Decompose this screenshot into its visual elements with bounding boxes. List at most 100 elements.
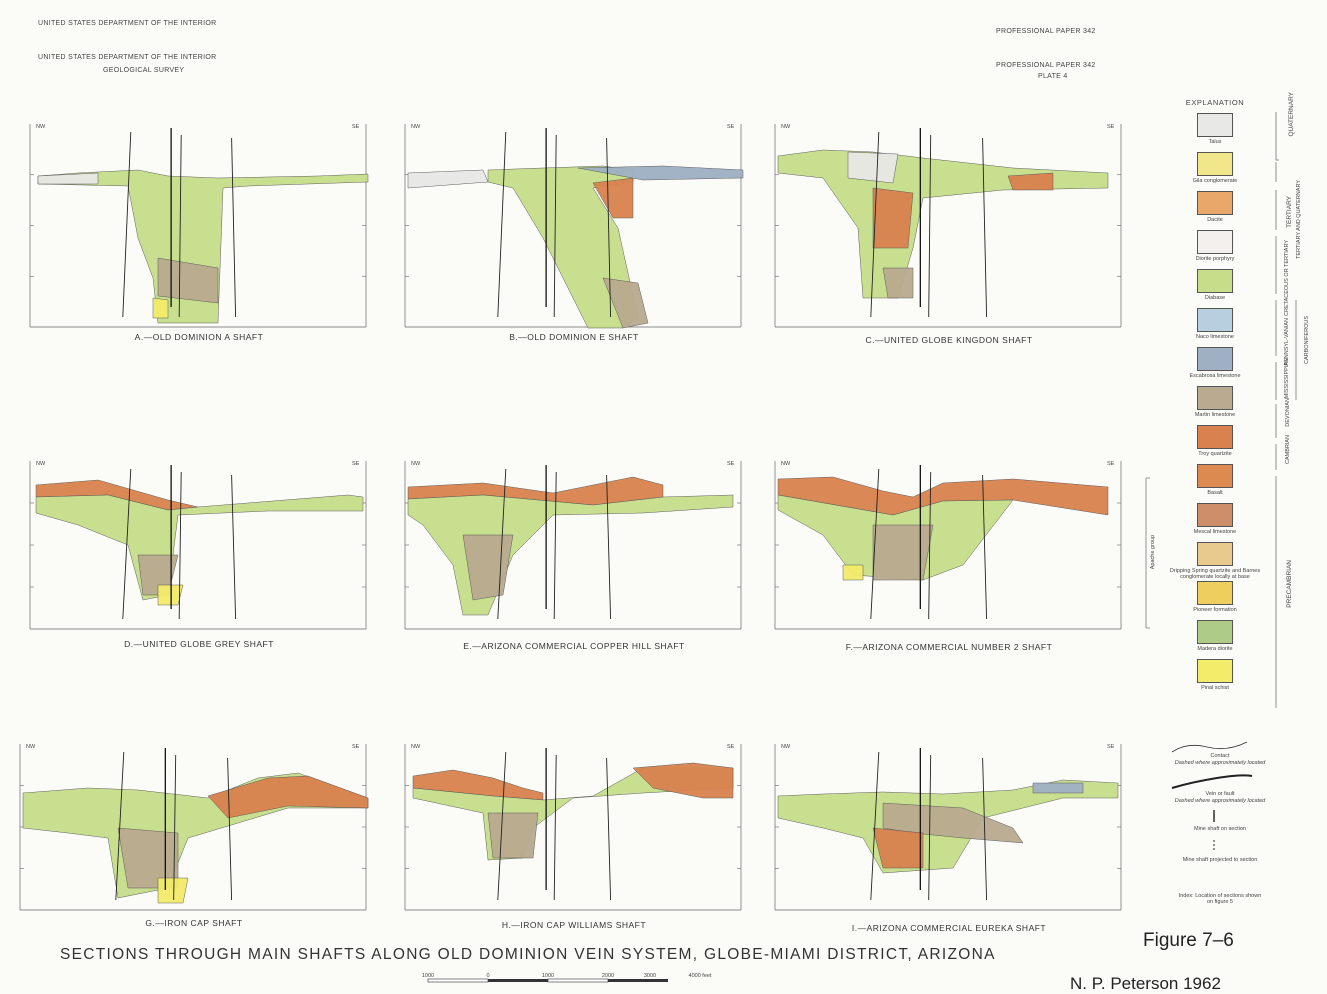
legend-label: Troy quartzite — [1198, 451, 1232, 457]
section-f-caption: F.—ARIZONA COMMERCIAL NUMBER 2 SHAFT — [845, 642, 1053, 652]
apache-group-label: Apache group — [1150, 535, 1156, 570]
legend-unit: Pinal schist — [1160, 659, 1270, 698]
header-paper-top: PROFESSIONAL PAPER 342 — [996, 28, 1096, 35]
legend-swatch — [1197, 425, 1233, 449]
legend-swatch — [1197, 308, 1233, 332]
section-c-drawing: NW SE — [774, 124, 1122, 328]
legend-unit: Gila conglomerate — [1160, 152, 1270, 191]
fault-line — [178, 471, 182, 620]
section-d: NW SE D.—UNITED GLOBE GREY SHAFT — [18, 455, 380, 655]
fault-line — [231, 474, 237, 620]
legend-unit: Basalt — [1160, 464, 1270, 503]
scale-tick-4: 3000 — [644, 973, 656, 979]
fault-line — [870, 751, 880, 901]
legend-label: Basalt — [1207, 490, 1223, 496]
nw-label: NW — [411, 744, 421, 750]
fault-line — [982, 137, 988, 318]
section-c: NW SE C.—UNITED GLOBE KINGDON SHAFT — [763, 118, 1135, 350]
legend-swatch — [1197, 113, 1233, 137]
rock-unit — [407, 169, 489, 189]
legend-unit: Mescal limestone — [1160, 503, 1270, 542]
fault-symbol — [1171, 774, 1253, 789]
rock-unit — [632, 762, 734, 799]
legend-unit: Diabase — [1160, 269, 1270, 308]
legend-swatch — [1197, 152, 1233, 176]
legend-swatch — [1197, 347, 1233, 371]
legend-unit: Martin limestone — [1160, 386, 1270, 425]
legend-contact-label: Contact — [1210, 753, 1230, 759]
author-credit: N. P. Peterson 1962 — [1070, 974, 1221, 993]
legend-swatch — [1197, 503, 1233, 527]
se-label: SE — [1107, 744, 1115, 750]
legend-swatch — [1197, 230, 1233, 254]
nw-label: NW — [781, 124, 791, 130]
section-e-drawing: NW SE — [404, 461, 742, 630]
nw-label: NW — [36, 124, 46, 130]
nw-label: NW — [411, 461, 421, 467]
legend-label: Dripping Spring quartzite and Barnes con… — [1169, 568, 1261, 580]
nw-label: NW — [36, 461, 46, 467]
nw-label: NW — [781, 744, 791, 750]
figure-number: Figure 7–6 — [1143, 930, 1234, 951]
legend-label: Talus — [1208, 139, 1222, 145]
legend-unit: Dacite — [1160, 191, 1270, 230]
legend-label: Diabase — [1204, 295, 1226, 301]
fault-line — [553, 134, 557, 318]
legend-label: Madera diorite — [1197, 646, 1233, 652]
legend-unit: Troy quartzite — [1160, 425, 1270, 464]
fault-line — [122, 131, 132, 318]
rock-unit — [847, 151, 899, 184]
legend-unit: Talus — [1160, 113, 1270, 152]
fault-line — [928, 471, 932, 620]
rock-unit — [1032, 782, 1084, 794]
fault-line — [606, 474, 612, 620]
age-mississippian: MISSISSIPPIAN — [1284, 358, 1290, 399]
fault-line — [982, 474, 988, 620]
se-label: SE — [352, 461, 360, 467]
section-b: NW SE B.—OLD DOMINION E SHAFT — [393, 118, 755, 348]
fault-line — [870, 468, 880, 620]
scale-tick-0: 1000 — [422, 973, 434, 979]
fault-line — [231, 137, 237, 318]
legend-label: Gila conglomerate — [1192, 178, 1238, 184]
legend-unit: Dripping Spring quartzite and Barnes con… — [1160, 542, 1270, 581]
legend-unit: Diorite porphyry — [1160, 230, 1270, 269]
legend-unit: Escabrosa limestone — [1160, 347, 1270, 386]
rock-unit — [462, 534, 514, 601]
rock-unit — [577, 165, 744, 181]
age-cretaceous: CRETACEOUS OR TERTIARY — [1284, 240, 1290, 316]
rock-unit — [37, 172, 99, 185]
section-a-drawing: NW SE — [29, 124, 369, 328]
rock-unit — [152, 297, 169, 319]
scale-bar: 1000 0 1000 2000 3000 4000 feet — [422, 973, 712, 983]
rock-unit — [882, 267, 914, 299]
legend-swatch — [1197, 269, 1233, 293]
scale-tick-3: 2000 — [602, 973, 614, 979]
explanation-title: EXPLANATION — [1185, 98, 1245, 107]
legend-swatch — [1197, 542, 1233, 566]
section-h: NW SE H.—IRON CAP WILLIAMS SHAFT — [393, 738, 755, 933]
section-d-caption: D.—UNITED GLOBE GREY SHAFT — [124, 639, 274, 649]
fault-line — [606, 757, 612, 901]
section-b-drawing: NW SE — [404, 124, 744, 329]
section-i: NW SE I.—ARIZONA COMMERCIAL EUREKA SHAFT — [763, 738, 1135, 936]
se-label: SE — [1107, 461, 1115, 467]
legend-label: Escabrosa limestone — [1189, 373, 1241, 379]
legend-shaft-on-label: Mine shaft on section — [1194, 826, 1246, 832]
rock-unit — [487, 812, 539, 859]
legend-unit: Naco limestone — [1160, 308, 1270, 347]
age-devonian: DEVONIAN — [1285, 398, 1291, 427]
explanation-legend: EXPLANATION Talus Gila conglomerate Dacite… — [1160, 98, 1270, 698]
header-survey: GEOLOGICAL SURVEY — [103, 67, 185, 74]
fault-line — [115, 751, 125, 901]
se-label: SE — [352, 744, 360, 750]
fault-line — [606, 137, 612, 318]
rock-unit — [207, 775, 369, 819]
fault-line — [497, 751, 507, 901]
fault-line — [227, 757, 233, 901]
legend-label: Diorite porphyry — [1195, 256, 1235, 262]
rock-unit — [872, 524, 934, 581]
rock-unit — [602, 277, 649, 329]
rock-unit — [777, 149, 1109, 299]
age-cambrian: CAMBRIAN — [1285, 435, 1291, 465]
